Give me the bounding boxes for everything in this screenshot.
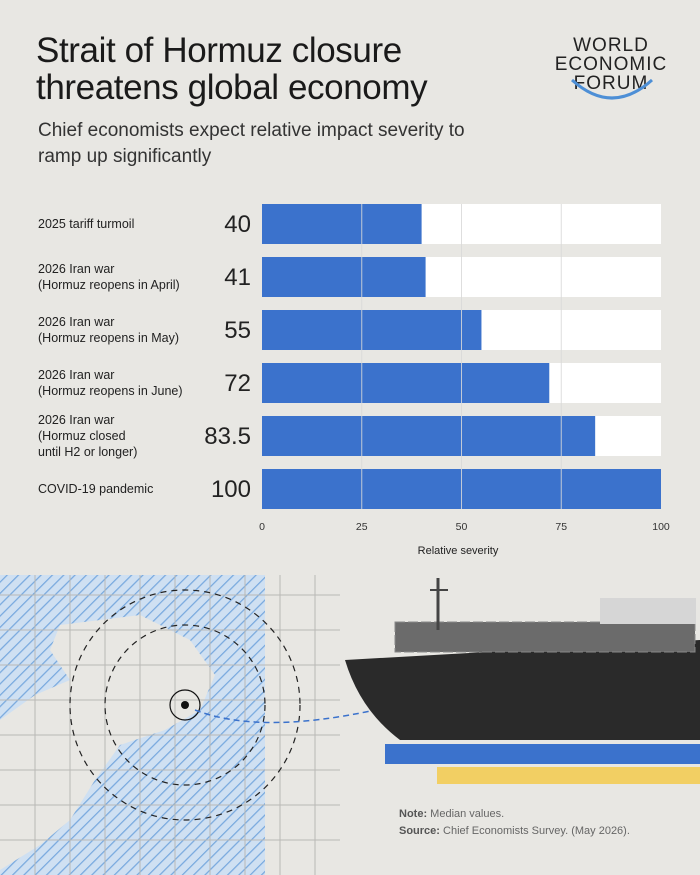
category-label-line: (Hormuz closed (38, 429, 126, 443)
bar (262, 310, 482, 350)
value-label: 100 (211, 476, 251, 503)
source-text: Chief Economists Survey. (May 2026). (443, 825, 630, 837)
category-label-line: 2025 tariff turmoil (38, 217, 134, 231)
value-label: 40 (224, 211, 251, 238)
category-label: 2026 Iran war (Hormuz reopens in June) (38, 368, 183, 398)
route-line (194, 709, 376, 724)
bar (262, 257, 426, 297)
category-label-line: 2026 Iran war (38, 262, 114, 276)
strait-map-and-ship-illustration (0, 575, 700, 875)
category-label-line: (Hormuz reopens in June) (38, 384, 183, 398)
category-label-line: 2026 Iran war (38, 315, 114, 329)
yellow-stripe (437, 767, 700, 784)
category-label-line: (Hormuz reopens in May) (38, 331, 179, 345)
range-ring-outer (69, 589, 301, 821)
bar (262, 363, 550, 403)
category-label: 2026 Iran war (Hormuz reopens in April) (38, 262, 180, 292)
logo-line-1: WORLD (573, 35, 649, 56)
value-label: 41 (224, 264, 251, 291)
x-tick-label: 0 (259, 521, 265, 533)
land-mass (0, 615, 215, 870)
category-label: 2025 tariff turmoil (38, 217, 134, 231)
x-tick-label: 100 (652, 521, 670, 533)
note-label: Note: (399, 808, 428, 820)
target-dot (181, 701, 189, 709)
target-ring (169, 689, 201, 721)
x-tick-label: 50 (456, 521, 468, 533)
source-label: Source: (399, 825, 440, 837)
category-label-line: COVID-19 pandemic (38, 482, 153, 496)
logo-line-3: FORUM (573, 73, 649, 94)
blue-stripe (385, 744, 700, 764)
footnote: Note: Median values. Source: Chief Econo… (399, 806, 630, 840)
category-label-line: until H2 or longer) (38, 445, 137, 459)
bar (262, 416, 596, 456)
category-label: 2026 Iran war (Hormuz reopens in May) (38, 315, 179, 345)
logo-line-2: ECONOMIC (554, 54, 668, 75)
severity-bar-chart: 2025 tariff turmoil 40 2026 Iran war (Hormu… (38, 204, 670, 557)
container-ship (345, 578, 700, 740)
value-label: 72 (224, 370, 251, 397)
source-line: Source: Chief Economists Survey. (May 20… (399, 823, 630, 840)
note-line: Note: Median values. (399, 806, 630, 823)
x-axis-label: Relative severity (418, 545, 499, 557)
bar (262, 204, 422, 244)
map-grid (0, 575, 340, 875)
category-label-line: 2026 Iran war (38, 413, 114, 427)
page-title: Strait of Hormuz closure threatens globa… (36, 31, 428, 107)
value-label: 83.5 (204, 423, 251, 450)
category-label-line: (Hormuz reopens in April) (38, 278, 180, 292)
logo-arc-icon (570, 78, 654, 100)
category-label-line: 2026 Iran war (38, 368, 114, 382)
page-subtitle: Chief economists expect relative impact … (38, 120, 465, 167)
x-tick-label: 25 (356, 521, 368, 533)
wef-logo: WORLD ECONOMIC FORUM (546, 35, 676, 100)
category-label: COVID-19 pandemic (38, 482, 153, 496)
category-label: 2026 Iran war (Hormuz closed until H2 or l… (38, 413, 137, 459)
range-ring-inner (104, 624, 266, 786)
note-text: Median values. (430, 808, 505, 820)
x-tick-label: 75 (555, 521, 567, 533)
value-label: 55 (224, 317, 251, 344)
